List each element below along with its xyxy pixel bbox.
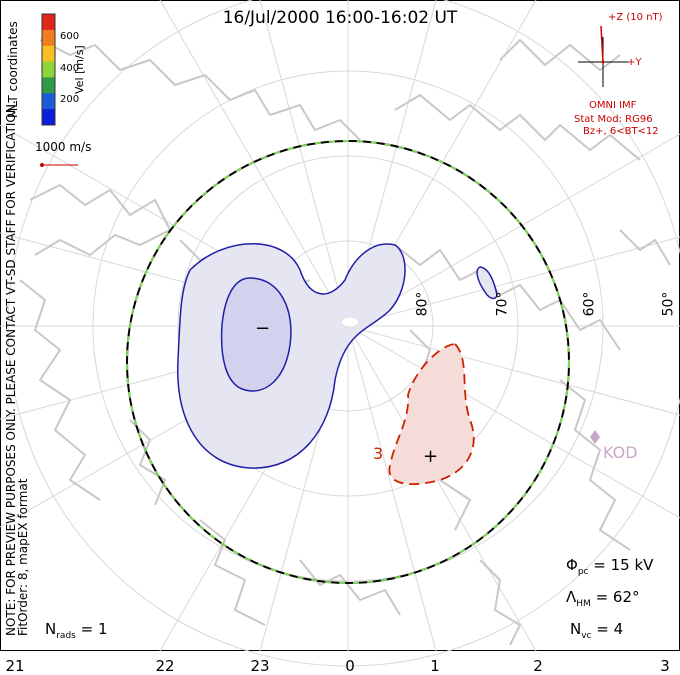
imf-vector [600,25,604,63]
negative-cell-small [476,266,498,300]
lat-label-70: 70° [494,291,511,317]
fit-order-note: FitOrder: 8, mapEX format [16,478,30,636]
mlt-label-22: 22 [155,657,175,675]
colorbar-border [41,13,56,126]
colorbar [41,13,56,126]
mlt-label-0: 0 [345,657,355,675]
mlt-label-21: 21 [5,657,25,675]
vector-scale [40,163,78,167]
stat-model: Stat Mod: RG96 [574,114,653,125]
mlt-label-23: 23 [250,657,270,675]
colorbar-tick-label: 400 [60,62,80,74]
negative-cell-outer [177,243,406,469]
imf-dial [578,25,628,87]
positive-cell-marker: + [423,446,439,467]
colorbar-tick-label: 600 [60,30,80,42]
stat-n-rads: Nrads = 1 [45,620,108,641]
hm-boundary-dash [126,140,570,584]
vector-scale-label: 1000 m/s [35,140,92,154]
mlt-label-2: 2 [533,657,543,675]
pole-marker [340,316,360,328]
colorbar-segment [42,109,55,126]
colorbar-segment [42,93,55,110]
lat-label-50: 50° [660,291,677,317]
mlt-label-1: 1 [430,657,440,675]
colorbar-segment [42,61,55,78]
lat-label-60: 60° [581,291,598,317]
stat-phi-pc: Φpc = 15 kV [566,556,654,577]
contour-value-label: 3 [373,444,384,463]
stat-n-vc: Nvc = 4 [570,620,624,641]
colorbar-segment [42,14,55,31]
negative-cell-inner [220,277,292,392]
mlt-label-3: 3 [660,657,670,675]
radar-kod-icon [590,430,600,444]
stat-lambda-hm: ΛHM = 62° [566,588,640,609]
colorbar-segment [42,77,55,94]
imf-y-label: +Y [627,57,642,68]
map-title: 16/Jul/2000 16:00-16:02 UT [222,8,458,28]
imf-z-label: +Z (10 nT) [608,12,663,23]
imf-condition: Bz+, 6<BT<12 [583,126,659,137]
lat-label-80: 80° [414,291,431,317]
radar-kod-label: KOD [603,443,638,462]
colorbar-segment [42,29,55,47]
imf-source: OMNI IMF [589,100,637,111]
positive-cell [388,343,475,486]
negative-cell-marker: − [255,318,271,339]
colorbar-tick-label: 200 [60,94,80,106]
colorbar-segment [42,45,55,63]
